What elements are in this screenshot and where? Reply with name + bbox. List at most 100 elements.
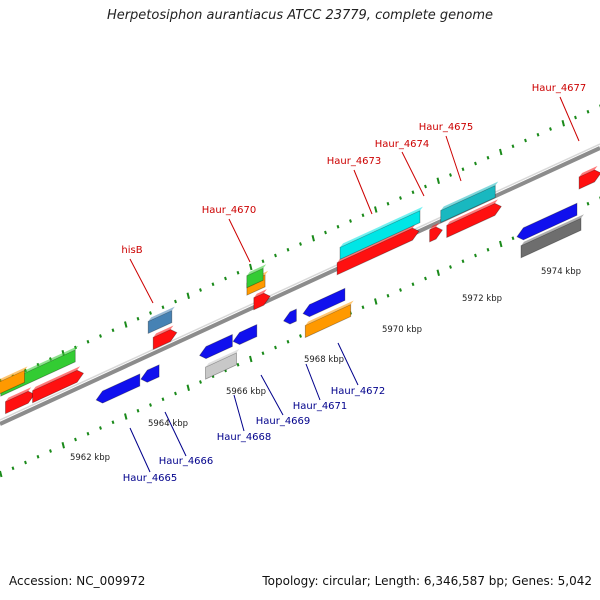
ruler-dot-lower <box>486 247 490 252</box>
ruler-dot-lower <box>436 269 440 276</box>
ruler-dot-lower <box>411 282 415 287</box>
gene-red-upper <box>152 325 178 351</box>
ruler-dot-upper <box>286 247 290 252</box>
ruler-dot-lower <box>274 345 277 350</box>
gene-label-haur-4671-leader <box>305 363 321 401</box>
gene-label-haur-4666: Haur_4666 <box>159 456 214 467</box>
gene-red-upper <box>578 165 600 190</box>
ruler-dot-upper <box>261 259 265 264</box>
ruler-dot-upper <box>511 144 515 149</box>
ruler-dot-upper <box>349 219 352 223</box>
gene-orange-lower <box>304 300 354 339</box>
gene-teal-upper <box>440 181 499 224</box>
gene-label-haur-4668-leader <box>233 394 245 432</box>
ruler-dot-upper <box>274 253 277 258</box>
ruler-dot-lower <box>0 470 3 478</box>
gene-orange-upper <box>0 366 28 395</box>
ruler-dot-lower <box>61 442 65 449</box>
gene-blue-lower <box>302 287 346 318</box>
gene-blue-lower <box>199 333 233 360</box>
scale-tick-label: 5974 kbp <box>541 267 581 277</box>
ruler-dot-upper <box>574 115 577 120</box>
gene-label-haur-4665: Haur_4665 <box>123 473 178 484</box>
gene-label-haur-4671: Haur_4671 <box>293 401 348 412</box>
gene-red-upper <box>336 224 420 276</box>
accession-label: Accession: <box>9 574 73 588</box>
ruler-dot-lower <box>124 413 128 420</box>
ruler-dot-upper <box>436 177 440 184</box>
gene-label-haur-4666-leader <box>164 411 187 457</box>
ruler-dot-upper <box>386 201 390 206</box>
ruler-dot-upper <box>449 173 452 177</box>
ruler-dot-lower <box>299 334 302 338</box>
ruler-dot-upper <box>186 292 190 299</box>
ruler-dot-lower <box>286 339 290 344</box>
ruler-dot-upper <box>99 334 102 338</box>
ruler-dot-upper <box>199 288 202 292</box>
ruler-dot-upper <box>536 132 540 137</box>
gene-labels: hisB Haur_4670 Haur_4673 Haur_4674 Haur_4675… <box>121 83 586 484</box>
gene-features <box>0 165 600 415</box>
ruler-dot-lower <box>474 253 477 258</box>
ruler-dot-lower <box>99 426 102 430</box>
gene-label-hisB: hisB <box>121 245 142 256</box>
gene-label-hisB-leader <box>129 258 154 304</box>
gene-cyan-upper <box>339 206 423 261</box>
gene-label-haur-4669: Haur_4669 <box>256 416 311 427</box>
backbone-line-lower <box>0 146 600 426</box>
accession-text: Accession: NC_009972 <box>9 574 145 588</box>
ruler-dot-lower <box>11 466 15 471</box>
ruler-dot-upper <box>249 263 253 271</box>
gene-blue-lower <box>283 308 297 325</box>
gene-label-haur-4674: Haur_4674 <box>375 139 430 150</box>
gene-label-haur-4677-leader <box>559 96 580 142</box>
ruler-dot-upper <box>561 120 565 127</box>
topology-text: Topology: circular; Length: 6,346,587 bp… <box>262 574 592 588</box>
gene-blue-lower <box>95 373 141 404</box>
label-leaders <box>129 96 580 473</box>
gene-gray-lower <box>205 348 240 380</box>
ruler-dot-lower <box>86 431 90 436</box>
ruler-dot-lower <box>511 236 515 241</box>
ruler-dot-lower <box>24 460 27 465</box>
ruler-dot-lower <box>261 351 265 356</box>
ruler-dot-upper <box>411 190 415 195</box>
gene-blue-lower <box>232 323 258 345</box>
gene-label-haur-4670-leader <box>228 218 251 263</box>
ruler-dot-upper <box>461 167 465 172</box>
ruler-dot-upper <box>124 321 128 328</box>
gene-blue-lower <box>140 364 160 383</box>
ruler-dot-upper <box>149 311 152 315</box>
gene-label-haur-4675: Haur_4675 <box>419 122 474 133</box>
ruler-dot-lower <box>186 384 190 391</box>
scale-tick-label: 5962 kbp <box>70 453 110 463</box>
ruler-dot-lower <box>399 288 402 292</box>
ruler-dot-upper <box>586 109 590 114</box>
ruler-dot-upper <box>361 213 365 218</box>
gene-label-haur-4670: Haur_4670 <box>202 205 257 216</box>
gene-label-haur-4665-leader <box>129 427 151 473</box>
ruler-dot-upper <box>211 282 215 287</box>
ruler-dot-upper <box>224 276 227 281</box>
scale-tick-label: 5966 kbp <box>226 387 266 397</box>
ruler-dot-upper <box>399 196 402 200</box>
scale-tick-label: 5970 kbp <box>382 325 422 335</box>
ruler-dot-upper <box>311 235 315 242</box>
ruler-dot-upper <box>374 206 378 213</box>
gene-label-haur-4672: Haur_4672 <box>331 386 386 397</box>
gene-blue-lower <box>516 202 578 241</box>
ruler-dot-upper <box>549 127 552 131</box>
gene-label-haur-4673: Haur_4673 <box>327 156 382 167</box>
ruler-dot-lower <box>236 362 240 367</box>
gene-label-haur-4677: Haur_4677 <box>532 83 587 94</box>
ruler-dot-upper <box>474 161 477 166</box>
scale-tick-label: 5968 kbp <box>304 355 344 365</box>
ruler-dot-upper <box>499 148 503 156</box>
ruler-dot-upper <box>111 328 115 333</box>
ruler-dot-lower <box>499 240 503 248</box>
ruler-dot-upper <box>324 230 327 235</box>
ruler-dot-upper <box>524 138 527 143</box>
ruler-dot-lower <box>199 380 202 384</box>
